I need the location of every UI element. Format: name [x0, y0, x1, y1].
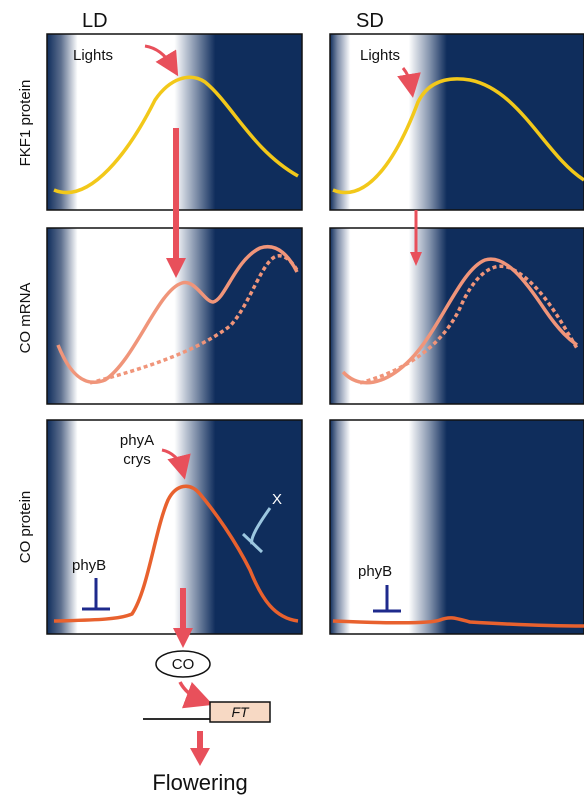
arrowhead-to-flowering	[190, 748, 210, 766]
panel-sd-co-mrna	[329, 227, 584, 405]
lights-label-sd: Lights	[360, 47, 400, 64]
lights-label-ld: Lights	[73, 47, 113, 64]
arrowhead-to-co	[173, 628, 193, 648]
ft-box	[209, 701, 271, 723]
flowering-label: Flowering	[152, 770, 247, 795]
phya-arrow	[161, 448, 191, 480]
panel-sd-fkf1	[329, 33, 584, 211]
ft-label: FT	[231, 704, 250, 720]
phyb-label-ld: phyB	[72, 557, 106, 574]
column-header-sd: SD	[356, 10, 384, 32]
co-mrna-dashed-sd	[359, 264, 580, 385]
x-inhibit-bar	[241, 532, 264, 554]
row-label-co-mrna: CO mRNA	[17, 283, 34, 354]
lights-arrow-sd	[397, 67, 421, 98]
crys-label: crys	[123, 451, 151, 468]
x-factor-label: X	[272, 491, 282, 508]
co-protein-curve-ld	[53, 484, 299, 623]
co-oval-label: CO	[172, 656, 195, 673]
row-label-fkf1-protein: FKF1 protein	[17, 80, 34, 167]
co-protein-curve-sd	[332, 616, 584, 628]
panel-sd-co-protein	[329, 419, 584, 635]
arrowhead-ld-fkf1-to-mrna	[166, 258, 186, 278]
co-oval	[155, 650, 211, 678]
phyb-label-sd: phyB	[358, 563, 392, 580]
co-mrna-curve-sd	[341, 257, 579, 385]
fkf1-curve-ld	[53, 75, 299, 195]
panel-ld-co-protein	[46, 419, 303, 635]
co-mrna-curve-ld	[56, 244, 299, 385]
phya-label: phyA	[120, 432, 154, 449]
row-label-co-protein: CO protein	[17, 491, 34, 564]
arrow-co-to-ft	[178, 681, 214, 709]
arrowhead-sd-fkf1-to-mrna	[410, 252, 422, 266]
column-header-ld: LD	[82, 10, 108, 32]
fkf1-curve-sd	[332, 77, 584, 195]
lights-arrow-ld	[144, 44, 179, 77]
